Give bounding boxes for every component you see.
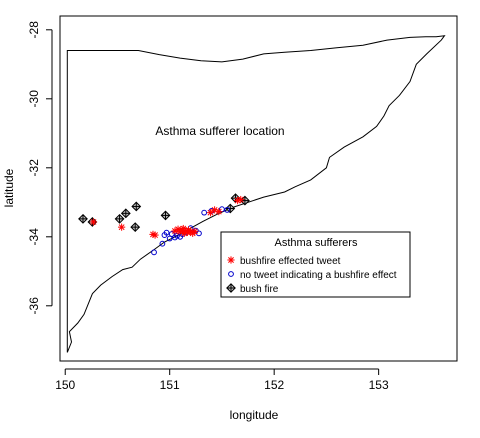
point-circle xyxy=(219,206,225,213)
point-diamond-cross xyxy=(114,213,125,224)
x-tick-label: 151 xyxy=(160,378,180,392)
coastline-layer xyxy=(66,35,446,353)
point-diamond-cross xyxy=(130,222,141,233)
point-diamond-cross xyxy=(160,210,171,221)
plot-frame xyxy=(59,15,458,362)
legend-label: no tweet indicating a bushfire effect xyxy=(240,270,397,281)
point-asterisk xyxy=(180,229,188,237)
y-tick-label: -32 xyxy=(27,159,41,177)
legend-key-asterisk xyxy=(227,256,235,264)
point-circle xyxy=(201,209,208,216)
point-diamond-cross xyxy=(131,201,142,212)
point-asterisk xyxy=(215,208,223,216)
point-diamond-cross xyxy=(225,203,236,214)
legend: Asthma sufferers bushfire effected tweet… xyxy=(220,231,411,298)
x-tick-label: 150 xyxy=(55,378,75,392)
y-tick-label: -34 xyxy=(27,228,41,246)
point-circle xyxy=(166,235,173,242)
point-circle xyxy=(159,240,166,247)
legend-box xyxy=(220,231,411,298)
legend-key-circle xyxy=(228,271,234,277)
x-axis-label: longitude xyxy=(230,408,279,422)
plot-annotation: Asthma sufferer location xyxy=(155,124,284,138)
point-asterisk xyxy=(237,195,245,204)
point-circle xyxy=(151,249,157,256)
legend-key-diamond-cross xyxy=(226,283,236,293)
points-layer xyxy=(78,193,250,256)
y-tick-label: -28 xyxy=(27,21,41,39)
point-asterisk xyxy=(151,231,159,239)
point-asterisk xyxy=(118,223,126,231)
coastline xyxy=(66,35,446,353)
x-tick-label: 152 xyxy=(264,378,284,392)
point-circle xyxy=(168,231,175,237)
point-circle xyxy=(163,229,170,236)
point-circle xyxy=(224,206,231,213)
y-tick-label: -36 xyxy=(27,297,41,315)
axes: 150 151 152 153 -36 -34 -32 -30 -28 xyxy=(27,21,389,392)
point-diamond-cross xyxy=(120,208,131,219)
y-axis-label: latitude xyxy=(2,168,16,207)
y-tick-label: -30 xyxy=(27,90,41,108)
point-asterisk xyxy=(191,227,199,235)
legend-entries: bushfire effected tweet no tweet indicati… xyxy=(226,256,397,295)
point-diamond-cross xyxy=(78,213,88,224)
x-tick-label: 153 xyxy=(369,378,389,392)
point-asterisk xyxy=(206,209,215,217)
legend-label: bush fire xyxy=(240,284,279,295)
legend-label: bushfire effected tweet xyxy=(240,256,341,267)
legend-title: Asthma sufferers xyxy=(275,237,358,249)
point-asterisk xyxy=(89,218,98,226)
